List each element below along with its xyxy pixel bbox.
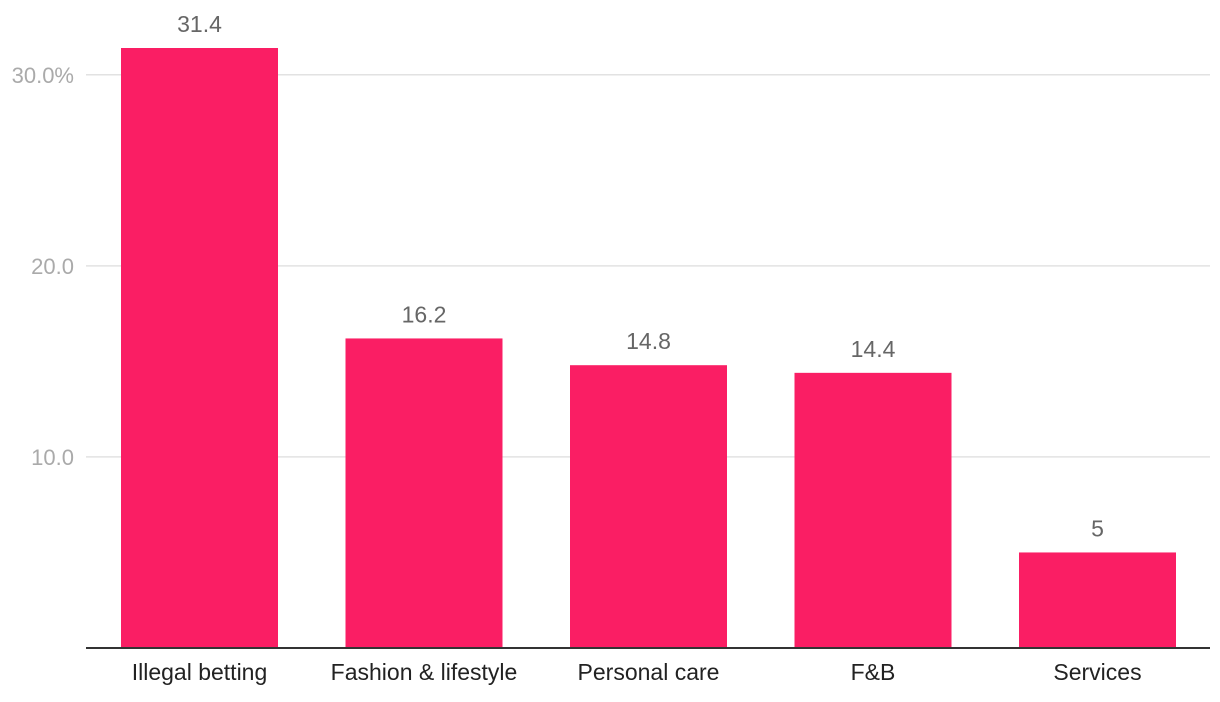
data-label: 14.8 [626, 328, 671, 354]
bar [121, 48, 278, 648]
y-tick-label: 20.0 [31, 254, 74, 279]
x-tick-label: Illegal betting [132, 659, 268, 685]
bar [794, 372, 952, 648]
data-label: 31.4 [177, 11, 222, 37]
y-tick-label: 30.0% [12, 63, 74, 88]
y-tick-label: 10.0 [31, 445, 74, 470]
bars [121, 48, 1176, 648]
data-label: 14.4 [851, 336, 896, 362]
x-tick-label: F&B [851, 659, 896, 685]
x-tick-label: Fashion & lifestyle [331, 659, 518, 685]
y-axis-ticks: 10.0 20.0 30.0% [12, 63, 74, 470]
value-labels: 31.4 16.2 14.8 14.4 5 [177, 11, 1104, 541]
bar [345, 338, 503, 648]
x-axis-labels: Illegal betting Fashion & lifestyle Person… [132, 659, 1142, 685]
x-tick-label: Services [1053, 659, 1141, 685]
bar [1019, 552, 1176, 648]
data-label: 16.2 [402, 301, 447, 327]
x-tick-label: Personal care [578, 659, 720, 685]
bar [570, 365, 727, 648]
data-label: 5 [1091, 515, 1104, 541]
